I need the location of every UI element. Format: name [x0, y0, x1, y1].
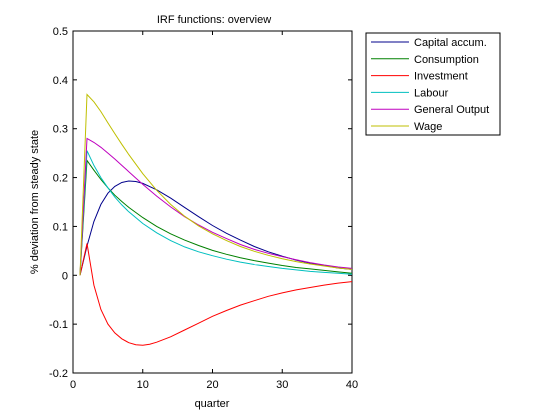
legend: Capital accum. Consumption Investment Labou… [365, 32, 501, 136]
legend-label: Labour [414, 87, 449, 99]
y-tick-label: 0.1 [53, 221, 68, 233]
y-tick-label: 0.5 [53, 26, 68, 38]
x-tick-label: 40 [346, 379, 358, 391]
axis-ticks [72, 30, 353, 374]
y-axis-label: % deviation from steady state [29, 130, 41, 274]
y-tick-label: -0.1 [49, 319, 68, 331]
series-line-6 [79, 93, 352, 276]
y-tick-label: 0 [62, 270, 68, 282]
plot-frame [72, 30, 353, 374]
x-tick-label: 10 [137, 379, 149, 391]
legend-label: Capital accum. [414, 37, 487, 49]
legend-label: Consumption [414, 54, 479, 66]
legend-label: General Output [414, 104, 489, 116]
series-line-3 [79, 243, 352, 346]
series-line-4 [79, 150, 352, 276]
x-tick-label: 20 [206, 379, 218, 391]
axis-tick-labels: 0 10 20 30 40 -0.2 -0.1 0 0.1 0.2 0.3 0.4 0.5 [49, 26, 358, 391]
y-tick-label: -0.2 [49, 368, 68, 380]
legend-label: Investment [414, 71, 468, 83]
chart-title: IRF functions: overview [157, 14, 271, 26]
series-lines [79, 93, 352, 346]
y-tick-label: 0.3 [53, 124, 68, 136]
x-tick-label: 0 [70, 379, 76, 391]
y-tick-label: 0.4 [53, 75, 68, 87]
legend-box [365, 32, 501, 136]
legend-label: Wage [414, 121, 442, 133]
x-axis-label: quarter [195, 398, 230, 410]
y-tick-label: 0.2 [53, 173, 68, 185]
x-tick-label: 30 [276, 379, 288, 391]
